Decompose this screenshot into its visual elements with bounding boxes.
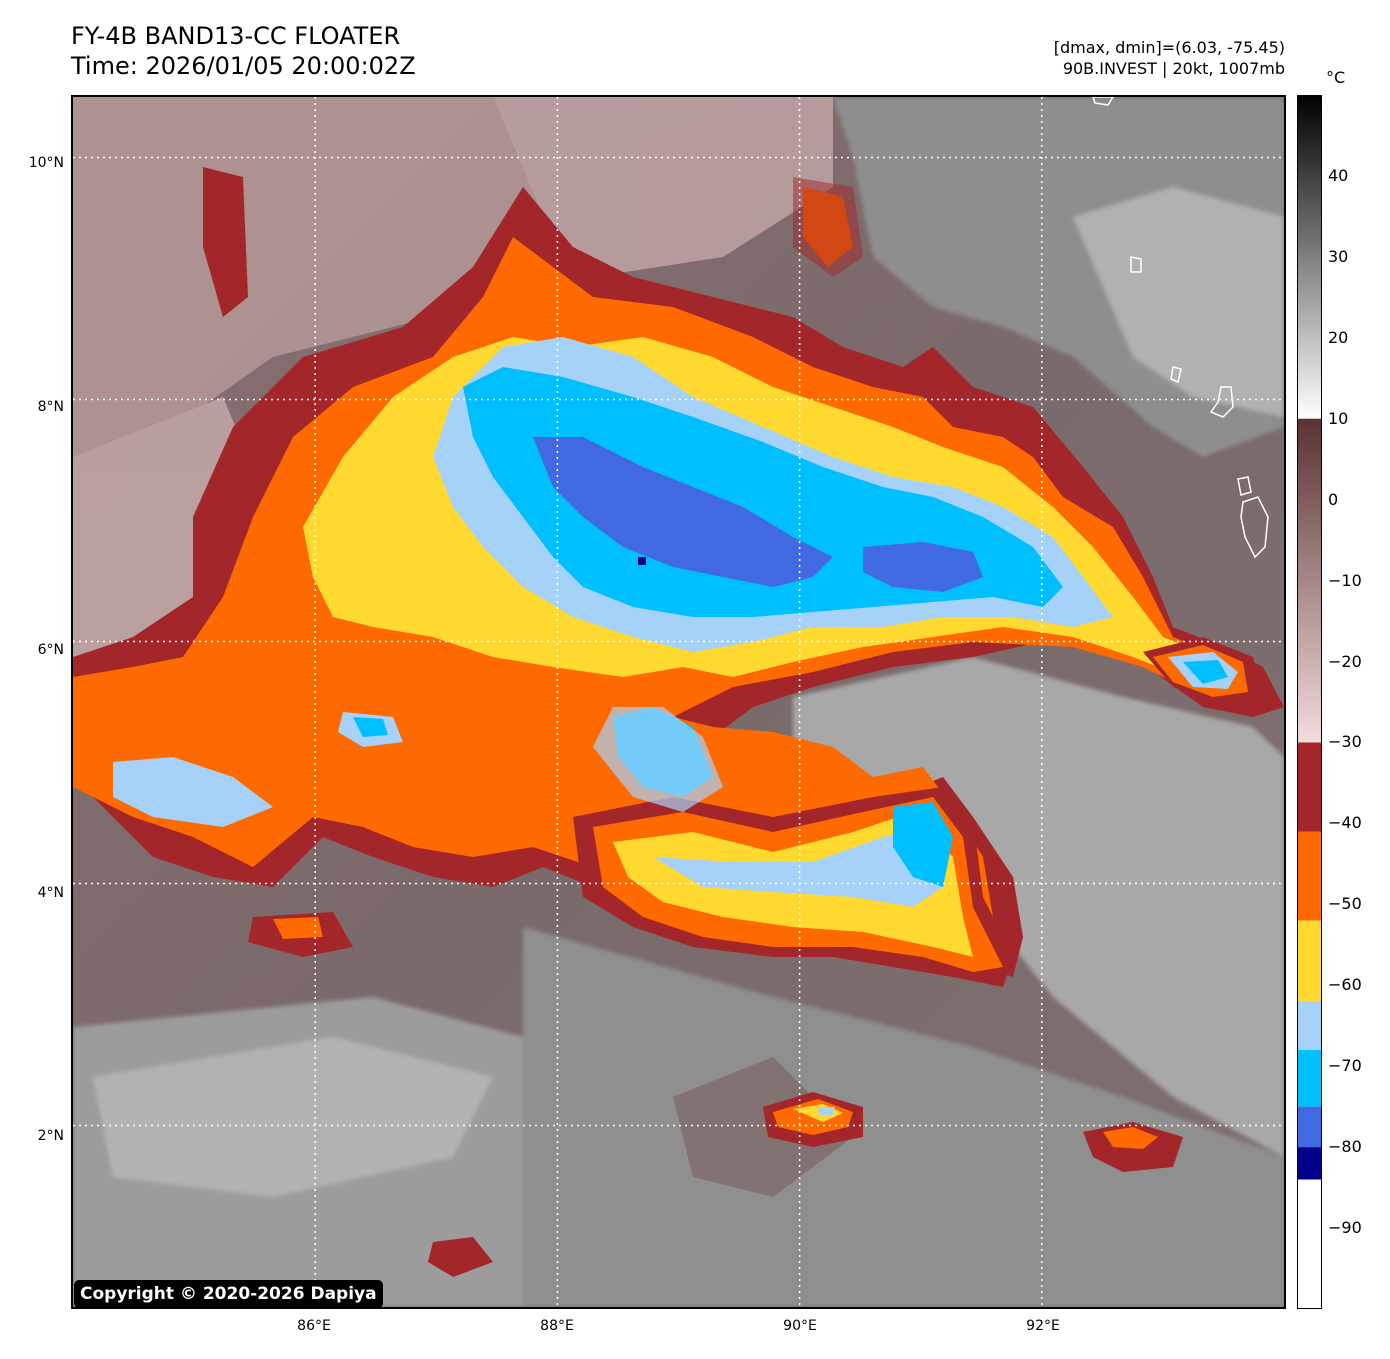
colorbar-tick-label: −80 bbox=[1328, 1137, 1362, 1157]
coldest-pixel bbox=[638, 557, 646, 565]
colorbar-tick-label: −50 bbox=[1328, 894, 1362, 914]
colorbar-band bbox=[1297, 1147, 1322, 1180]
copyright-badge: Copyright © 2020-2026 Dapiya bbox=[74, 1280, 383, 1307]
lat-label-8n: 8°N bbox=[37, 399, 64, 415]
gridlines bbox=[73, 97, 1284, 1307]
band-minus78-east bbox=[863, 542, 983, 592]
colorbar-tick-label: 10 bbox=[1328, 408, 1349, 428]
lat-label-10n: 10°N bbox=[28, 155, 64, 171]
lon-label-88e: 88°E bbox=[540, 1318, 574, 1334]
band-minus78-main bbox=[533, 437, 833, 587]
satellite-imagery-map[interactable]: Copyright © 2020-2026 Dapiya bbox=[71, 95, 1286, 1309]
lon-label-86e: 86°E bbox=[297, 1318, 331, 1334]
colorbar-tick-label: −70 bbox=[1328, 1056, 1362, 1076]
lat-label-4n: 4°N bbox=[37, 885, 64, 901]
lat-label-6n: 6°N bbox=[37, 642, 64, 658]
colorbar-band bbox=[1297, 95, 1322, 419]
colorbar-tick-label: −20 bbox=[1328, 651, 1362, 671]
temperature-range: [dmax, dmin]=(6.03, -75.45) bbox=[1053, 38, 1285, 57]
colorbar-band bbox=[1297, 1050, 1322, 1107]
colorbar-tick-label: −90 bbox=[1328, 1218, 1362, 1238]
convection-west-details bbox=[113, 712, 403, 827]
colorbar-tick-label: −10 bbox=[1328, 570, 1362, 590]
colorbar-band bbox=[1297, 1179, 1322, 1309]
island-outlines bbox=[1092, 97, 1269, 559]
colorbar-tick-label: 30 bbox=[1328, 246, 1349, 266]
convection-main bbox=[73, 187, 1284, 977]
observation-time: Time: 2026/01/05 20:00:02Z bbox=[71, 52, 416, 80]
colorbar bbox=[1297, 95, 1322, 1309]
colorbar-band bbox=[1297, 1001, 1322, 1051]
imagery-layer bbox=[73, 97, 1284, 1307]
colorbar-band bbox=[1297, 831, 1322, 921]
colorbar-tick-label: −60 bbox=[1328, 975, 1362, 995]
colorbar-tick-label: 20 bbox=[1328, 327, 1349, 347]
lon-label-90e: 90°E bbox=[783, 1318, 817, 1334]
convection-south bbox=[573, 707, 1013, 987]
colorbar-band bbox=[1297, 742, 1322, 832]
colorbar-tick-label: 0 bbox=[1328, 489, 1339, 509]
colorbar-band bbox=[1297, 418, 1322, 743]
colorbar-band bbox=[1297, 1106, 1322, 1148]
colorbar-tick-label: −40 bbox=[1328, 813, 1362, 833]
lon-label-92e: 92°E bbox=[1026, 1318, 1060, 1334]
map-title: FY-4B BAND13-CC FLOATER bbox=[71, 22, 401, 50]
storm-info: 90B.INVEST | 20kt, 1007mb bbox=[1062, 59, 1285, 78]
colorbar-unit: °C bbox=[1326, 68, 1346, 87]
convection-east-tail bbox=[1143, 637, 1263, 707]
colorbar-tick-label: −30 bbox=[1328, 732, 1362, 752]
colorbar-tick-label: 40 bbox=[1328, 165, 1349, 185]
lat-label-2n: 2°N bbox=[37, 1128, 64, 1144]
colorbar-band bbox=[1297, 920, 1322, 1002]
